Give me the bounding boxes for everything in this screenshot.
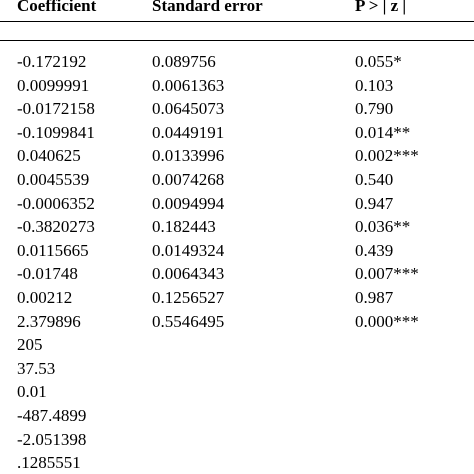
- table-cell: 2.379896: [17, 311, 81, 331]
- table-cell: 0.0149324: [152, 240, 225, 260]
- column-header: Coefficient: [17, 0, 97, 15]
- table-cell: -2.051398: [17, 429, 87, 449]
- header-rule: [0, 21, 474, 22]
- table-cell: 0.0045539: [17, 170, 90, 189]
- table-cell: 0.0449191: [152, 122, 225, 142]
- table-cell: -0.3820273: [17, 217, 95, 237]
- table-cell: 0.000***: [355, 311, 419, 331]
- table-cell: 0.182443: [152, 217, 216, 237]
- table-cell: 205: [17, 335, 43, 355]
- table-cell: 0.014**: [355, 122, 411, 142]
- table-cell: -0.1099841: [17, 122, 95, 142]
- table-cell: 0.540: [355, 170, 394, 189]
- table-cell: -0.0172158: [17, 99, 95, 119]
- table-cell: 0.439: [355, 240, 394, 260]
- table-cell: 0.0115665: [17, 240, 89, 260]
- table-cell: -487.4899: [17, 406, 87, 425]
- table-cell: 0.055*: [355, 52, 402, 71]
- table-cell: 0.089756: [152, 52, 216, 71]
- table-cell: 0.947: [355, 193, 394, 213]
- table-cell: 0.5546495: [152, 311, 225, 331]
- table-cell: 0.00212: [17, 288, 73, 307]
- table-cell: -0.172192: [17, 52, 87, 71]
- table-cell: -0.01748: [17, 264, 78, 284]
- column-header: P > | z |: [355, 0, 407, 15]
- table-cell: 0.040625: [17, 146, 81, 166]
- table-cell: 0.0061363: [152, 75, 225, 95]
- table-cell: 0.790: [355, 99, 394, 119]
- table-cell: 0.0074268: [152, 170, 225, 189]
- table-cell: 37.53: [17, 358, 56, 378]
- table-cell: 0.0645073: [152, 99, 225, 119]
- table-cell: 0.007***: [355, 264, 419, 284]
- table-cell: 0.002***: [355, 146, 419, 166]
- body-rule: [0, 40, 474, 41]
- table-cell: 0.0094994: [152, 193, 225, 213]
- table-cell: 0.1256527: [152, 288, 225, 307]
- table-cell: -0.0006352: [17, 193, 95, 213]
- table-cell: 0.01: [17, 382, 47, 402]
- table-cell: 0.0099991: [17, 75, 90, 95]
- column-header: Standard error: [152, 0, 263, 15]
- table-cell: 0.0064343: [152, 264, 225, 284]
- table-cell: 0.987: [355, 288, 394, 307]
- table-cell: 0.036**: [355, 217, 411, 237]
- table-cell: .1285551: [17, 453, 81, 473]
- table-cell: 0.0133996: [152, 146, 225, 166]
- table-cell: 0.103: [355, 75, 394, 95]
